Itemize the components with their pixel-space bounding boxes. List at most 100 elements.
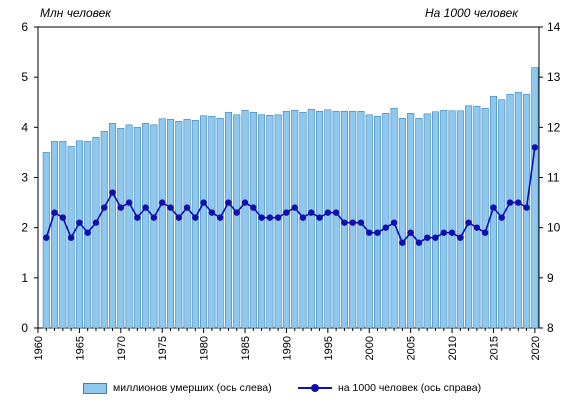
rate-point-1968 xyxy=(101,204,108,211)
rate-point-2002 xyxy=(382,224,389,231)
bar-2019 xyxy=(523,93,531,329)
y-right-tick-label: 10 xyxy=(547,221,561,235)
bar-2004 xyxy=(398,118,406,329)
bar-1963 xyxy=(59,141,67,329)
left-axis-unit-label: Млн человек xyxy=(40,6,111,20)
x-tick-label: 1985 xyxy=(240,336,252,360)
rate-point-1985 xyxy=(241,199,249,206)
bar-2009 xyxy=(440,109,448,329)
rate-point-1978 xyxy=(183,204,191,211)
x-tick-label: 2020 xyxy=(530,336,542,360)
bar-1989 xyxy=(274,114,282,329)
bar-1970 xyxy=(117,128,125,329)
bar-2014 xyxy=(481,107,489,329)
rate-point-1963 xyxy=(59,214,67,221)
legend-line-swatch xyxy=(298,383,332,393)
bar-2005 xyxy=(407,112,415,329)
x-tick-label: 1980 xyxy=(199,336,211,360)
y-left-tick-label: 1 xyxy=(21,271,28,285)
x-tick-label: 1960 xyxy=(33,336,45,360)
bar-2008 xyxy=(431,111,440,329)
rate-point-1966 xyxy=(84,229,91,236)
y-right-tick-label: 8 xyxy=(547,321,554,335)
bar-1973 xyxy=(142,123,150,329)
rate-point-1984 xyxy=(233,209,240,216)
bar-2011 xyxy=(456,110,464,329)
y-right-tick-label: 12 xyxy=(547,120,561,134)
bar-1978 xyxy=(183,119,191,329)
rate-point-1974 xyxy=(150,214,158,221)
bar-1985 xyxy=(241,109,249,329)
bar-1991 xyxy=(291,109,299,329)
bar-1990 xyxy=(282,110,290,329)
x-tick-label: 2005 xyxy=(406,336,418,360)
rate-point-1976 xyxy=(167,204,174,211)
bar-1982 xyxy=(216,118,224,329)
rate-point-2007 xyxy=(424,234,431,241)
x-tick-label: 1995 xyxy=(323,336,335,360)
bar-2012 xyxy=(465,105,473,329)
bar-1969 xyxy=(109,123,117,329)
bar-1977 xyxy=(175,121,183,329)
x-tick-label: 1975 xyxy=(157,336,169,360)
bar-1993 xyxy=(307,108,315,329)
bar-2001 xyxy=(373,116,382,329)
legend-line-label: на 1000 человек (ось справа) xyxy=(338,382,482,394)
line-series xyxy=(43,144,539,246)
rate-point-1986 xyxy=(250,204,257,211)
x-tick-label: 1970 xyxy=(116,336,128,360)
y-left-tick-label: 5 xyxy=(21,70,28,84)
bar-1984 xyxy=(233,114,241,329)
bar-1987 xyxy=(258,114,266,329)
bar-1995 xyxy=(324,109,332,329)
rate-point-1990 xyxy=(283,209,290,216)
rate-point-1975 xyxy=(159,199,166,206)
bar-2018 xyxy=(514,91,522,329)
y-left-tick-label: 2 xyxy=(21,221,28,235)
right-axis-unit-label: На 1000 человек xyxy=(425,6,518,20)
bar-1979 xyxy=(191,120,199,329)
rate-point-1961 xyxy=(43,234,50,241)
rate-point-1965 xyxy=(76,219,83,226)
y-left-tick-label: 6 xyxy=(21,20,28,34)
bar-2013 xyxy=(473,105,481,329)
rate-point-1997 xyxy=(341,219,348,226)
bar-1975 xyxy=(158,118,166,329)
rate-point-1988 xyxy=(266,214,274,221)
rate-point-2001 xyxy=(374,229,381,236)
rate-point-2020 xyxy=(531,144,539,151)
bar-1962 xyxy=(51,141,59,329)
rate-point-1983 xyxy=(225,199,232,206)
rate-point-2004 xyxy=(399,239,406,246)
rate-point-1982 xyxy=(216,214,224,221)
rate-point-2010 xyxy=(448,229,456,236)
y-left-tick-label: 4 xyxy=(21,120,28,134)
rate-point-1992 xyxy=(299,214,307,221)
bar-1980 xyxy=(200,115,208,329)
rate-point-2017 xyxy=(506,199,514,206)
rate-point-1972 xyxy=(134,214,141,221)
bar-1965 xyxy=(75,140,83,329)
bar-1981 xyxy=(208,116,216,329)
rate-point-1981 xyxy=(208,209,216,216)
rate-point-1994 xyxy=(316,214,323,221)
rate-point-1967 xyxy=(92,219,100,226)
x-tick-label: 2000 xyxy=(364,336,376,360)
rate-point-2012 xyxy=(465,219,472,226)
bar-1996 xyxy=(332,110,340,329)
x-tick-label: 1965 xyxy=(74,336,86,360)
rate-point-1979 xyxy=(192,214,199,221)
rate-point-2013 xyxy=(473,224,481,231)
bar-2006 xyxy=(415,118,423,329)
rate-point-1987 xyxy=(258,214,265,221)
rate-point-1977 xyxy=(175,214,182,221)
legend-item-line: на 1000 человек (ось справа) xyxy=(298,382,481,394)
rate-point-2000 xyxy=(366,229,373,236)
rate-point-1964 xyxy=(67,234,75,241)
bar-2002 xyxy=(382,112,390,329)
rate-point-2009 xyxy=(440,229,447,236)
bar-2000 xyxy=(365,114,373,329)
x-tick-label: 2015 xyxy=(488,336,500,360)
bar-2010 xyxy=(448,110,456,329)
